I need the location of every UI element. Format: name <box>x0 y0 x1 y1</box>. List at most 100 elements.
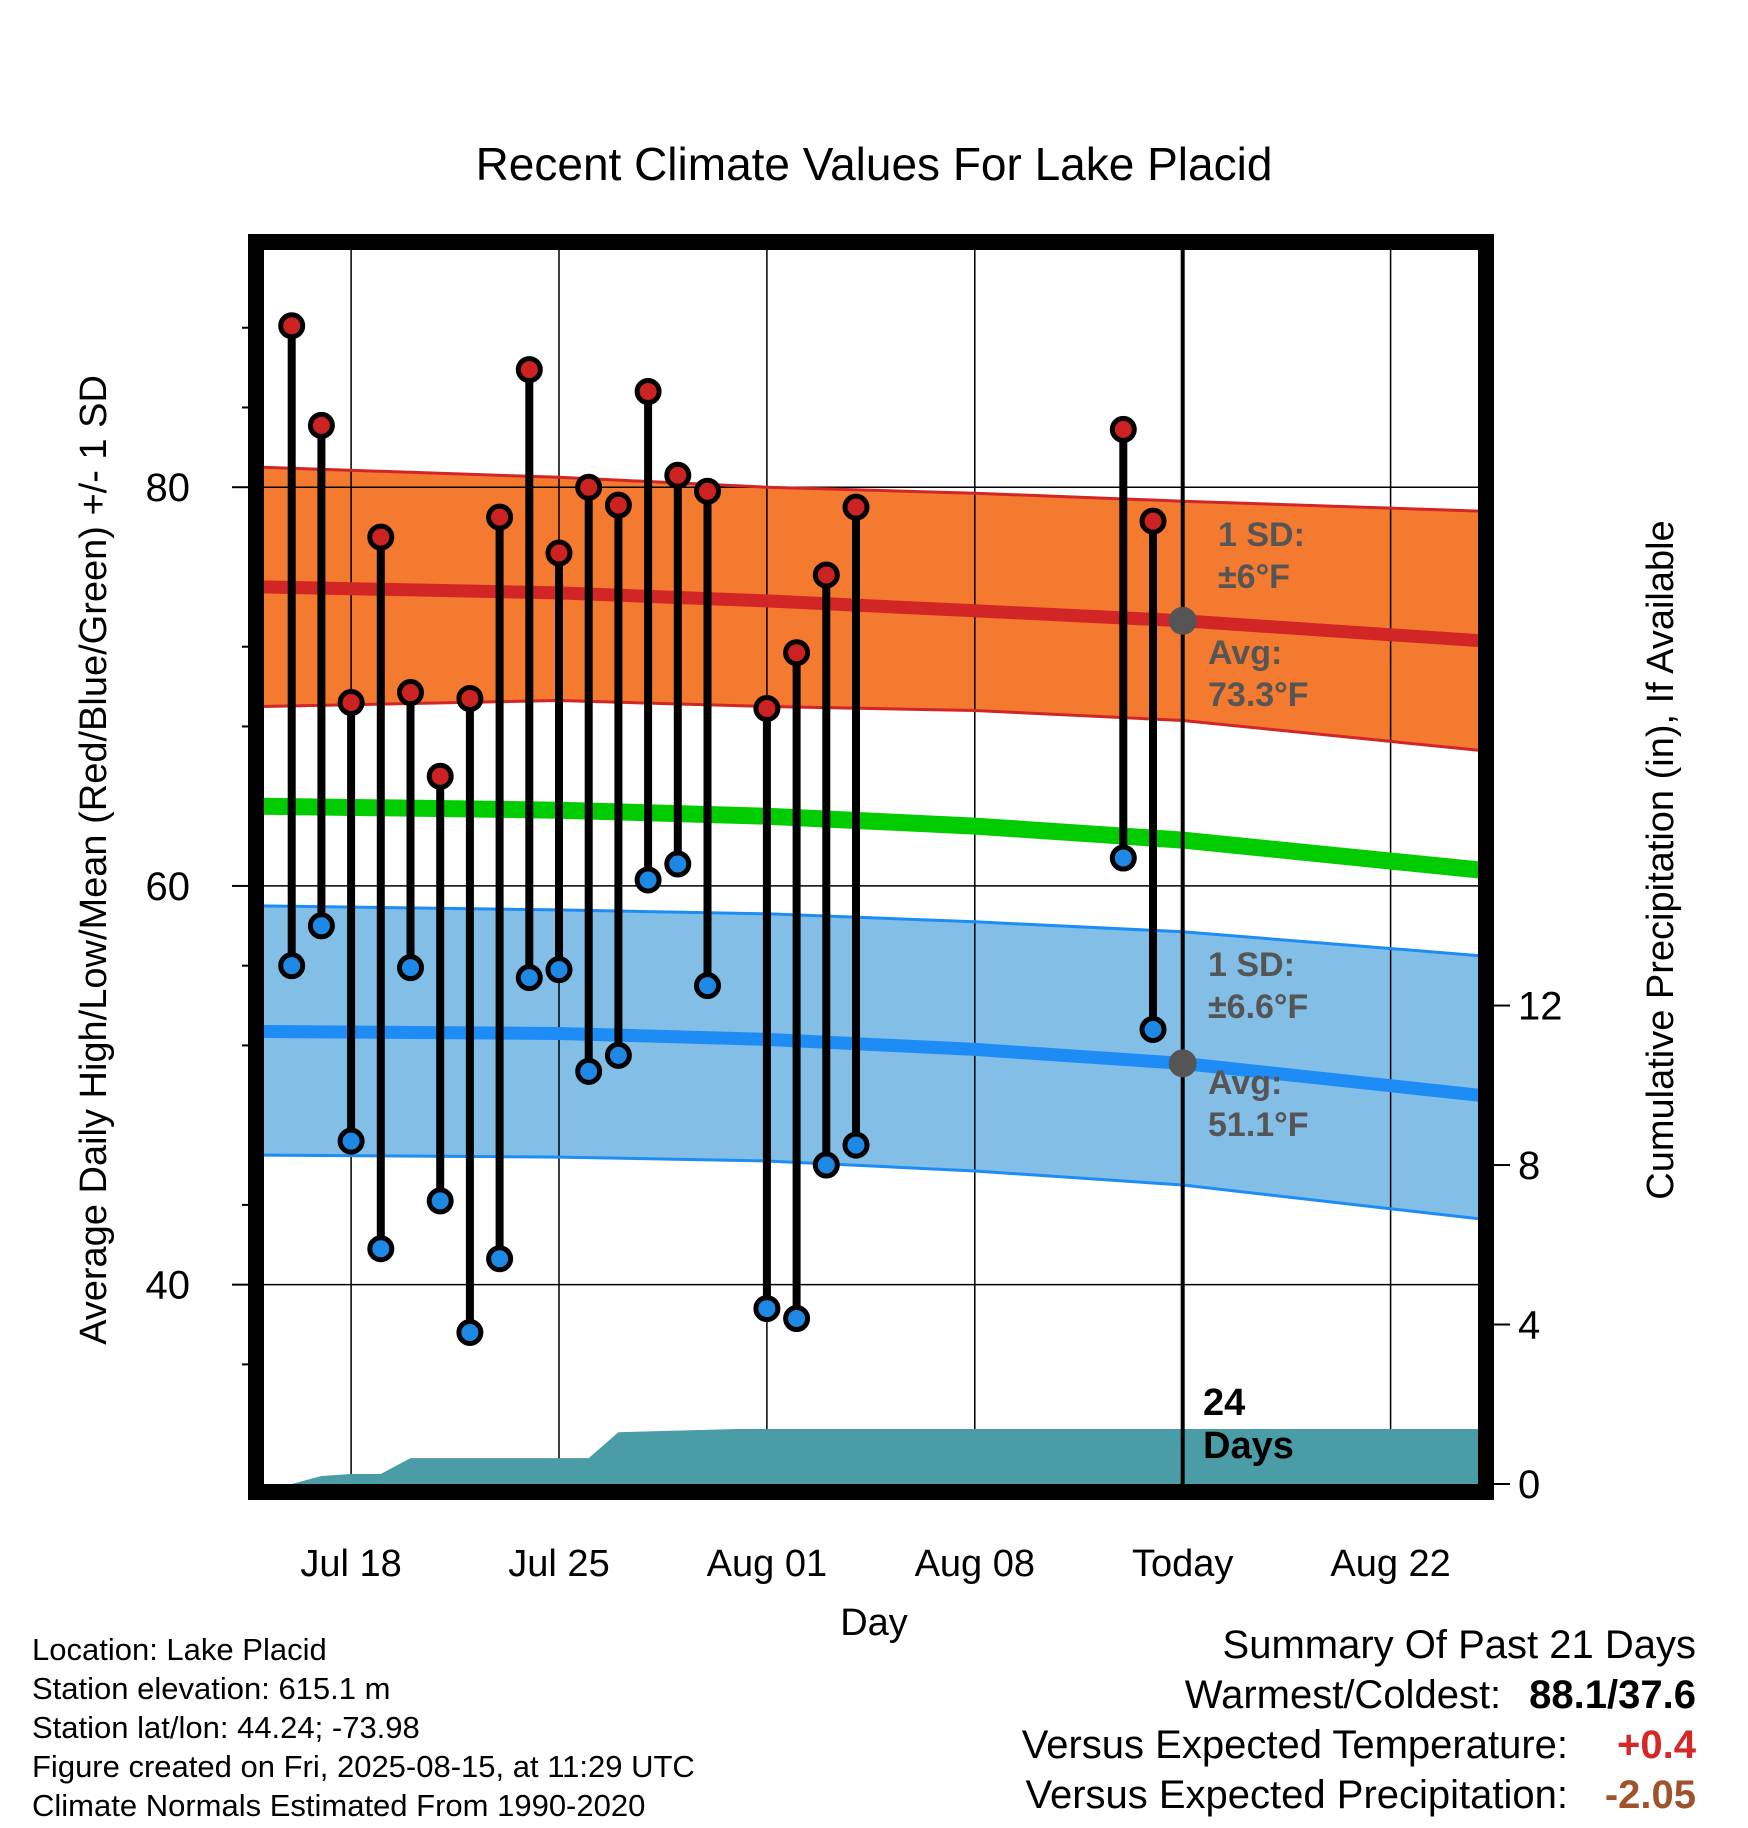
summary-precip-row: Versus Expected Precipitation: -2.05 <box>1022 1770 1696 1820</box>
low-point <box>1139 1015 1167 1043</box>
location-text: Location: Lake Placid <box>32 1632 327 1667</box>
low-avg-marker <box>1168 1049 1197 1078</box>
low-point <box>842 1131 870 1159</box>
warm-cold-value: 88.1/37.6 <box>1529 1673 1696 1717</box>
high-point <box>337 689 365 717</box>
low-sd-value: ±6.6°F <box>1208 988 1308 1026</box>
y-right-tick-label: 12 <box>1518 985 1563 1029</box>
low-point <box>545 956 573 984</box>
y-left-tick-label: 40 <box>146 1264 191 1308</box>
x-tick-label: Aug 22 <box>1330 1543 1450 1585</box>
high-point <box>307 411 335 439</box>
high-point <box>456 685 484 713</box>
y-right-tick-label: 4 <box>1518 1304 1540 1348</box>
y-left-tick-label: 60 <box>146 865 191 909</box>
high-sd-value: ±6°F <box>1218 558 1290 596</box>
high-point <box>842 493 870 521</box>
y-axis-right-label: Cumulative Precipitation (in), If Availa… <box>1640 520 1682 1199</box>
precip-area <box>262 1429 1480 1484</box>
high-point <box>664 461 692 489</box>
low-point <box>664 850 692 878</box>
low-sd-band <box>262 905 1480 1219</box>
low-point <box>426 1187 454 1215</box>
y-right-tick-label: 0 <box>1518 1463 1540 1507</box>
low-mean-line <box>261 1025 1481 1102</box>
high-lower-line <box>261 698 1480 752</box>
warm-cold-label: Warmest/Coldest: <box>1184 1673 1502 1717</box>
high-point <box>278 312 306 340</box>
days-word: Days <box>1203 1425 1294 1467</box>
low-point <box>575 1057 603 1085</box>
high-point <box>1109 415 1137 443</box>
latlon-text: Station lat/lon: 44.24; -73.98 <box>32 1710 420 1745</box>
summary-temp-row: Versus Expected Temperature: +0.4 <box>1022 1720 1696 1770</box>
y-left-tick-label: 80 <box>146 466 191 510</box>
summary-title: Summary Of Past 21 Days <box>1222 1623 1696 1667</box>
low-point <box>515 964 543 992</box>
low-point <box>397 954 424 982</box>
high-mean-line <box>261 580 1481 648</box>
low-sd-title: 1 SD: <box>1208 946 1295 984</box>
high-point <box>545 539 573 567</box>
high-point <box>634 378 662 406</box>
plot-area: 1 SD: ±6°F Avg: 73.3°F 1 SD: ±6.6°F Avg: 51.1°F… <box>146 234 1563 1585</box>
precip-label: Versus Expected Precipitation: <box>1025 1773 1568 1817</box>
low-point <box>456 1318 484 1346</box>
summary-panel: Summary Of Past 21 Days Warmest/Coldest:… <box>1022 1620 1696 1820</box>
high-upper-line <box>261 465 1480 513</box>
low-point <box>812 1151 840 1179</box>
low-upper-line <box>261 904 1480 958</box>
high-point <box>604 491 632 519</box>
elevation-text: Station elevation: 615.1 m <box>32 1671 391 1706</box>
station-info: Location: Lake Placid Station elevation:… <box>32 1630 695 1825</box>
low-point <box>783 1305 811 1333</box>
low-point <box>694 972 721 1000</box>
high-point <box>753 695 781 723</box>
high-point <box>486 503 514 531</box>
x-tick-label: Jul 18 <box>300 1543 401 1585</box>
temp-value: +0.4 <box>1617 1723 1696 1767</box>
low-point <box>337 1127 365 1155</box>
low-avg-title: Avg: <box>1208 1064 1282 1102</box>
precip-value: -2.05 <box>1604 1773 1696 1817</box>
low-point <box>486 1245 514 1273</box>
low-point <box>634 866 662 894</box>
low-point <box>604 1041 632 1069</box>
high-point <box>367 523 395 551</box>
x-tick-label: Aug 08 <box>915 1543 1035 1585</box>
high-avg-value: 73.3°F <box>1208 676 1309 714</box>
created-text: Figure created on Fri, 2025-08-15, at 11… <box>32 1749 695 1784</box>
high-sd-title: 1 SD: <box>1218 516 1305 554</box>
high-point <box>812 561 840 589</box>
summary-warm-cold-row: Warmest/Coldest: 88.1/37.6 <box>1022 1670 1696 1720</box>
low-point <box>367 1235 395 1263</box>
high-point <box>575 473 603 501</box>
low-point <box>753 1295 781 1323</box>
days-count: 24 <box>1203 1382 1245 1424</box>
y-axis-left-label: Average Daily High/Low/Mean (Red/Blue/Gr… <box>73 375 115 1345</box>
x-tick-label: Today <box>1132 1543 1233 1585</box>
low-point <box>307 912 335 940</box>
plot-frame <box>248 234 1494 1500</box>
normals-text: Climate Normals Estimated From 1990-2020 <box>32 1788 646 1823</box>
temp-label: Versus Expected Temperature: <box>1021 1723 1568 1767</box>
high-point <box>397 679 424 707</box>
high-point <box>515 356 543 384</box>
daily-mean-line <box>261 797 1481 879</box>
y-right-tick-label: 8 <box>1518 1144 1540 1188</box>
x-tick-label: Jul 25 <box>508 1543 609 1585</box>
low-lower-line <box>261 1153 1480 1221</box>
chart-title: Recent Climate Values For Lake Placid <box>476 138 1273 190</box>
x-tick-label: Aug 01 <box>707 1543 827 1585</box>
x-axis-label: Day <box>840 1602 908 1644</box>
high-point <box>694 477 721 505</box>
high-avg-marker <box>1168 606 1197 635</box>
high-avg-title: Avg: <box>1208 634 1282 672</box>
low-point <box>278 952 306 980</box>
high-point <box>426 762 454 790</box>
high-point <box>783 639 811 667</box>
high-point <box>1139 507 1167 535</box>
low-point <box>1109 844 1137 872</box>
low-avg-value: 51.1°F <box>1208 1106 1309 1144</box>
